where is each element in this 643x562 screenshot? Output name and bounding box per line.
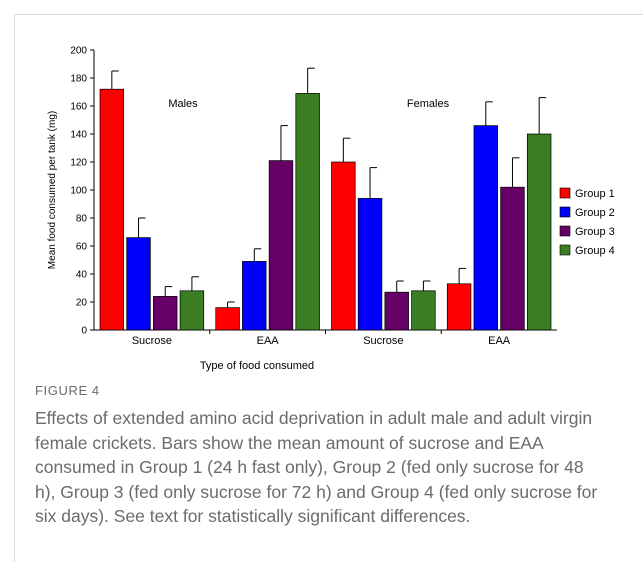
legend-label: Group 3 (575, 226, 615, 238)
bar (446, 283, 472, 331)
figure-label: FIGURE 4 (35, 383, 100, 398)
bar (331, 161, 356, 331)
bar (99, 88, 125, 331)
bars-group (99, 67, 552, 331)
x-tick-label: EAA (488, 335, 511, 347)
bar (242, 261, 267, 331)
figure-caption: Effects of extended amino acid deprivati… (35, 408, 598, 526)
legend-swatch (559, 225, 571, 237)
y-tick-label: 100 (70, 186, 87, 197)
bar (268, 160, 294, 331)
bar (179, 290, 205, 331)
bar (357, 198, 383, 331)
y-tick-label: 40 (76, 270, 88, 281)
y-tick-label: 60 (76, 242, 88, 253)
figure-frame (14, 14, 643, 562)
y-tick-label: 20 (76, 298, 88, 309)
y-axis-label: Mean food consumed per tank (mg) (47, 111, 58, 269)
chart-annotations: Males Females (168, 98, 449, 110)
y-tick-label: 180 (70, 74, 87, 85)
bar (500, 186, 525, 331)
legend-swatch (559, 187, 571, 199)
bar (526, 133, 552, 331)
legend-swatch (559, 244, 571, 256)
y-tick-label: 160 (70, 102, 87, 113)
y-tick-label: 140 (70, 130, 87, 141)
x-axis: Sucrose EAA Sucrose EAA (94, 329, 557, 347)
y-tick-label: 120 (70, 158, 87, 169)
chart-annotation: Females (407, 98, 450, 110)
bar (153, 296, 178, 331)
bar (126, 237, 151, 331)
y-tick-label: 80 (76, 214, 88, 225)
bar (411, 290, 436, 331)
x-axis-label: Type of food consumed (200, 360, 314, 372)
chart-annotation: Males (168, 98, 198, 110)
y-axis: 0 20 40 60 80 100 120 140 160 180 200 (70, 46, 95, 337)
legend-label: Group 1 (575, 188, 615, 200)
legend-label: Group 2 (575, 207, 615, 219)
legend: Group 1 Group 2 Group 3 Group 4 (559, 187, 615, 257)
x-tick-label: Sucrose (363, 335, 403, 347)
bar (295, 93, 320, 331)
bar (473, 125, 498, 331)
bar (215, 307, 240, 331)
y-tick-label: 0 (81, 326, 87, 337)
bar (384, 291, 409, 331)
y-tick-label: 200 (70, 46, 87, 57)
legend-swatch (559, 206, 571, 218)
x-tick-label: Sucrose (132, 335, 172, 347)
x-tick-label: EAA (257, 335, 280, 347)
legend-label: Group 4 (575, 245, 615, 257)
